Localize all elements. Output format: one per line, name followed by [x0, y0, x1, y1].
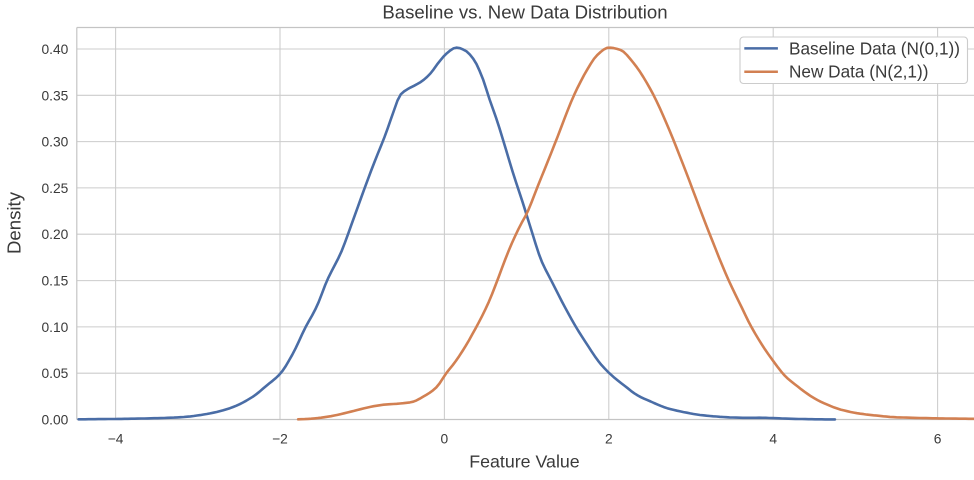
svg-text:2: 2 [605, 432, 613, 447]
svg-text:4: 4 [769, 432, 777, 447]
svg-text:0.30: 0.30 [41, 135, 68, 150]
svg-text:6: 6 [934, 432, 942, 447]
svg-text:−4: −4 [108, 432, 124, 447]
svg-text:0.20: 0.20 [41, 227, 68, 242]
svg-text:Baseline vs. New Data Distribu: Baseline vs. New Data Distribution [382, 2, 667, 23]
svg-text:0.25: 0.25 [41, 181, 68, 196]
svg-text:Feature Value: Feature Value [469, 451, 579, 471]
svg-text:0.35: 0.35 [41, 88, 68, 103]
svg-text:0.00: 0.00 [41, 413, 68, 428]
svg-text:Density: Density [4, 191, 25, 254]
svg-text:0.10: 0.10 [41, 320, 68, 335]
svg-text:0: 0 [441, 432, 449, 447]
svg-text:New Data (N(2,1)): New Data (N(2,1)) [789, 62, 928, 82]
svg-text:0.15: 0.15 [41, 274, 68, 289]
svg-text:0.40: 0.40 [41, 42, 68, 57]
svg-text:Baseline Data (N(0,1)): Baseline Data (N(0,1)) [789, 38, 960, 58]
svg-text:0.05: 0.05 [41, 366, 68, 381]
svg-text:−2: −2 [272, 432, 288, 447]
